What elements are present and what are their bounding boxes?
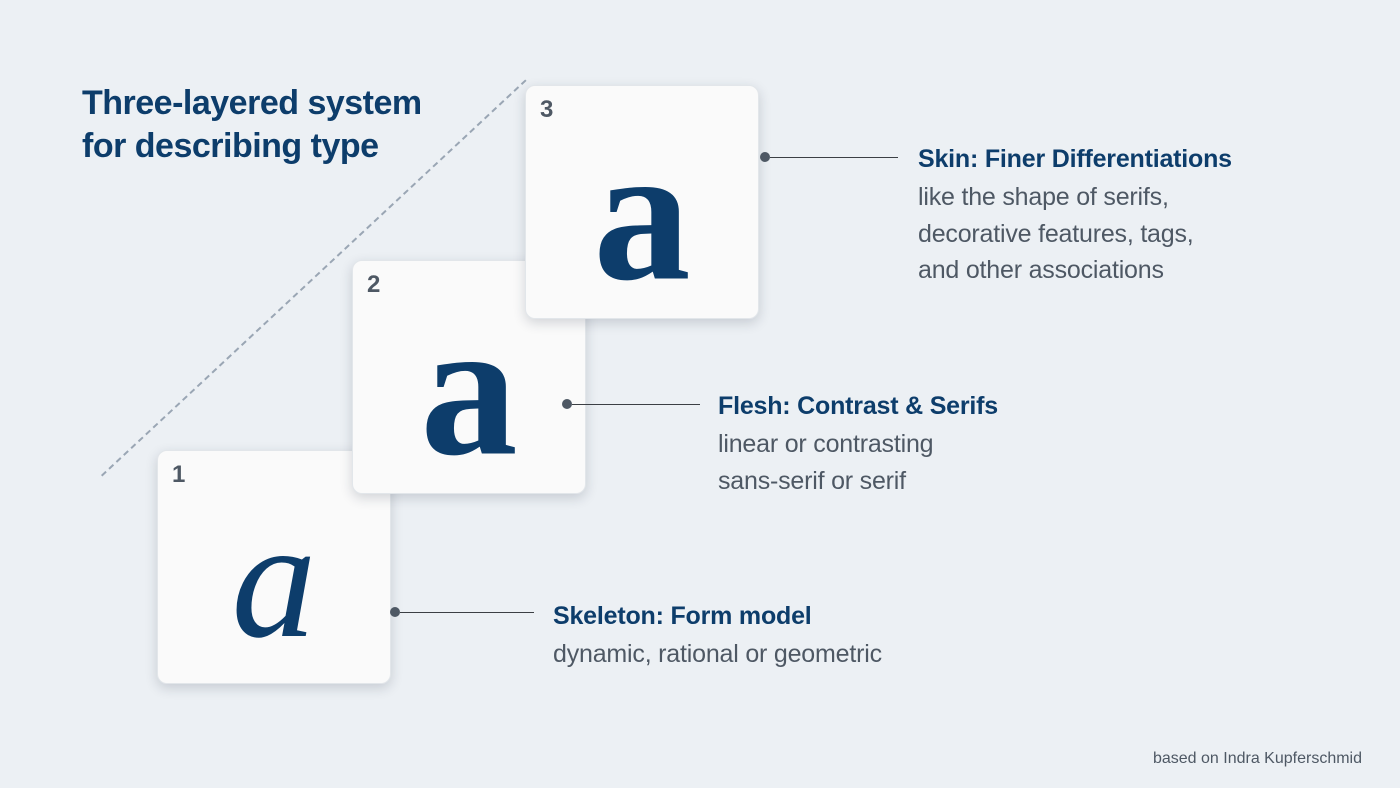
label-flesh: Flesh: Contrast & Serifs linear or contr…	[718, 388, 998, 499]
label-body: like the shape of serifs,decorative feat…	[918, 183, 1194, 284]
connector-line	[400, 612, 534, 613]
connector-pin	[760, 152, 770, 162]
card-skin: 3 a	[525, 85, 759, 319]
card-number: 2	[367, 271, 380, 299]
connector-pin	[390, 607, 400, 617]
connector-line	[770, 157, 898, 158]
page-title: Three-layered system for describing type	[82, 82, 422, 167]
label-heading: Skin: Finer Differentiations	[918, 141, 1232, 177]
label-heading: Flesh: Contrast & Serifs	[718, 388, 998, 424]
label-heading: Skeleton: Form model	[553, 598, 882, 634]
glyph-flesh-a: a	[420, 291, 518, 486]
label-skeleton: Skeleton: Form model dynamic, rational o…	[553, 598, 882, 673]
label-skin: Skin: Finer Differentiations like the sh…	[918, 141, 1232, 288]
label-body: dynamic, rational or geometric	[553, 640, 882, 668]
title-line-1: Three-layered system	[82, 84, 422, 122]
glyph-skin-a: a	[542, 114, 742, 314]
title-line-2: for describing type	[82, 127, 379, 165]
connector-line	[572, 404, 700, 405]
card-number: 1	[172, 461, 185, 489]
attribution-footer: based on Indra Kupferschmid	[1153, 750, 1362, 768]
glyph-skeleton-a: a	[232, 494, 317, 664]
label-body: linear or contrastingsans-serif or serif	[718, 430, 933, 494]
connector-pin	[562, 399, 572, 409]
